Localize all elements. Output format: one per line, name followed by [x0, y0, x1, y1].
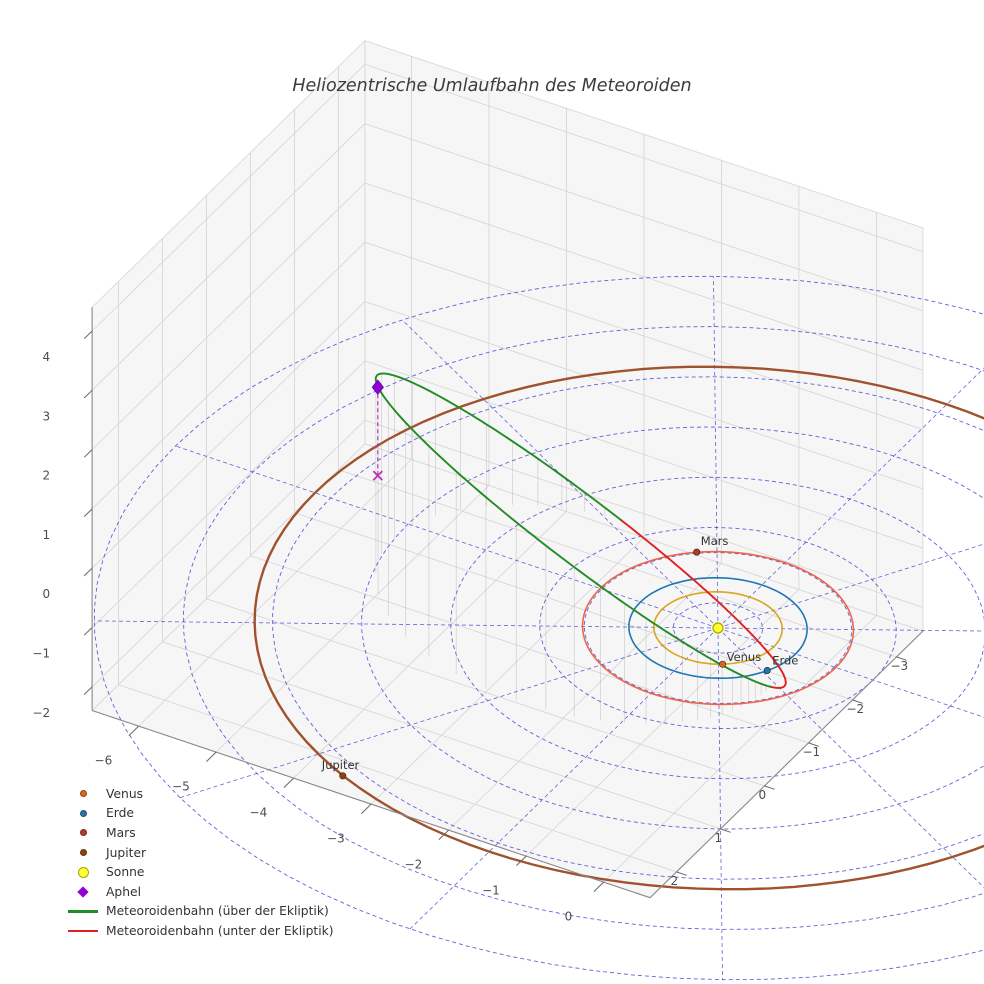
jupiter-label: Jupiter	[321, 758, 360, 772]
meteoroid-below-segment	[769, 673, 787, 689]
aphelion-marker	[371, 379, 384, 396]
legend-swatch	[68, 929, 98, 933]
y-tick-label: −1	[803, 745, 821, 759]
legend-swatch	[77, 886, 89, 898]
legend-line-swatch	[62, 910, 104, 913]
y-tick-label: 0	[759, 788, 767, 802]
tick-labels: −6 −5 −4 −3 −2 −1 0 −3 −2 −1 0 1 2 −2 −1 0 1 2 3 4	[32, 350, 908, 924]
legend-label: Mars	[106, 825, 136, 840]
aphelion-x-marker	[372, 470, 383, 481]
venus-label: Venus	[727, 650, 762, 664]
legend-item-5: Sonne	[62, 862, 334, 882]
legend-marker-dot	[62, 809, 104, 817]
y-tick-label: −2	[847, 702, 865, 716]
legend-label: Meteoroidenbahn (über der Ekliptik)	[106, 904, 329, 919]
mars-marker	[693, 548, 701, 556]
x-tick-label: −4	[250, 806, 268, 820]
z-tick-label: −1	[32, 647, 50, 661]
legend-marker-circle	[62, 866, 104, 878]
venus-marker	[719, 660, 727, 668]
y-tick-label: 2	[671, 874, 679, 888]
legend-swatch	[79, 849, 87, 857]
legend-label: Venus	[106, 786, 144, 801]
legend-item-1: Venus	[62, 784, 334, 804]
legend-swatch	[79, 809, 87, 817]
z-tick-label: 1	[42, 528, 50, 542]
legend-swatch	[77, 866, 89, 878]
legend-item-3: Mars	[62, 823, 334, 843]
legend-swatch	[68, 910, 98, 913]
jupiter-marker	[339, 772, 347, 780]
legend-item-6: Aphel	[62, 882, 334, 902]
legend-marker-diamond	[62, 886, 104, 898]
legend-label: Jupiter	[106, 845, 147, 860]
tick-marks	[83, 330, 907, 892]
aphelion-annotation	[371, 379, 384, 481]
meteoroid-above-segment	[374, 372, 772, 688]
axes-panes	[91, 39, 924, 899]
legend-item-2: Erde	[62, 804, 334, 824]
meteoroid-stems	[375, 373, 767, 724]
y-tick-label: −3	[891, 659, 909, 673]
legend-item-4: Jupiter	[62, 843, 334, 863]
meteoroid-trajectory	[374, 372, 787, 689]
y-tick-label: 1	[715, 831, 723, 845]
x-tick-label: −6	[95, 754, 113, 768]
chart-title: Heliozentrische Umlaufbahn des Meteoroid…	[292, 76, 692, 96]
legend-label: Aphel	[106, 884, 141, 899]
erde-label: Erde	[772, 654, 798, 668]
z-tick-label: 3	[42, 409, 50, 423]
markers: Venus Erde Mars Jupiter	[321, 534, 798, 780]
legend-item-8: Meteoroidenbahn (unter der Ekliptik)	[62, 921, 334, 941]
z-tick-label: 0	[42, 587, 50, 601]
legend-marker-dot	[62, 849, 104, 857]
erde-orbit	[628, 577, 808, 679]
legend-label: Sonne	[106, 865, 145, 880]
legend-item-7: Meteoroidenbahn (über der Ekliptik)	[62, 902, 334, 922]
legend-label: Erde	[106, 806, 134, 821]
legend-line-swatch	[62, 929, 104, 933]
ecliptic-polar-grid	[93, 275, 984, 981]
erde-marker	[763, 666, 771, 674]
z-tick-label: 4	[42, 350, 50, 364]
legend-label: Meteoroidenbahn (unter der Ekliptik)	[106, 923, 334, 938]
mars-orbit	[581, 550, 855, 706]
legend-marker-dot	[62, 790, 104, 798]
x-tick-label: −3	[327, 832, 345, 846]
x-tick-label: −5	[172, 780, 190, 794]
legend-swatch	[79, 829, 87, 837]
z-tick-label: −2	[32, 706, 50, 720]
mars-label: Mars	[701, 534, 729, 548]
x-tick-label: −1	[482, 884, 500, 898]
z-tick-label: 2	[42, 469, 50, 483]
legend: Venus Erde Mars Jupiter Sonne Aphel Meteoroide…	[62, 784, 334, 941]
jupiter-orbit	[253, 365, 984, 891]
legend-marker-dot	[62, 829, 104, 837]
x-tick-label: 0	[565, 910, 573, 924]
sun-marker	[712, 622, 724, 634]
x-tick-label: −2	[405, 858, 423, 872]
legend-swatch	[79, 790, 87, 798]
meteoroid-below-segment	[620, 519, 785, 676]
